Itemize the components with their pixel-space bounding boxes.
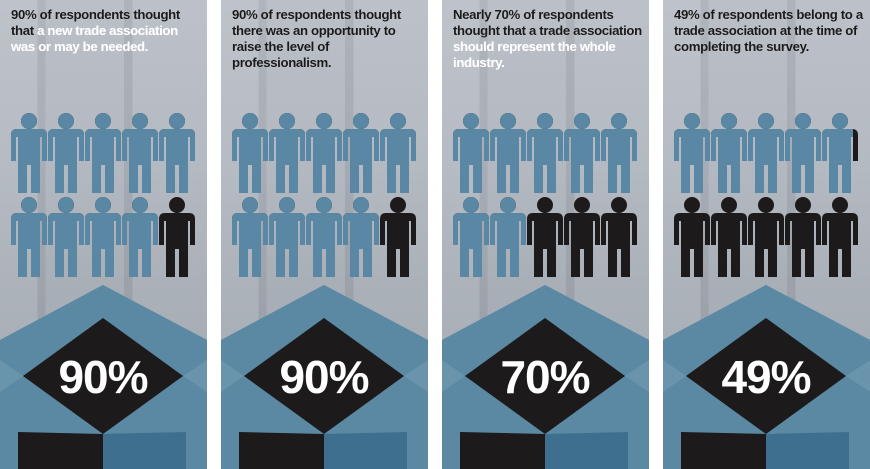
person-icon <box>748 113 784 193</box>
person-icon <box>674 113 710 193</box>
center-diamond <box>23 318 183 434</box>
person-icon <box>564 113 600 193</box>
center-diamond <box>244 318 404 434</box>
person-icon <box>232 197 268 277</box>
percentage-label: 90% <box>279 351 368 403</box>
person-icon <box>306 113 342 193</box>
caption: Nearly 70% of respondents thought that a… <box>453 7 643 71</box>
bottom-right-block <box>103 432 186 469</box>
person-icon <box>11 113 47 193</box>
person-icon <box>85 113 121 193</box>
caption-highlight: should represent the whole industry. <box>453 39 616 70</box>
person-icon <box>490 197 526 277</box>
person-icon <box>122 197 158 277</box>
person-icon <box>601 197 637 277</box>
bottom-left-block <box>681 432 766 469</box>
person-icon <box>232 113 268 193</box>
caption: 49% of respondents belong to a trade ass… <box>674 7 864 55</box>
bottom-left-block <box>239 432 324 469</box>
bottom-right-block <box>545 432 628 469</box>
person-icon <box>85 197 121 277</box>
person-icon <box>269 113 305 193</box>
caption-highlight: a new trade association was or may be ne… <box>11 23 178 54</box>
pictogram-chart-4: 49% <box>663 113 870 469</box>
diamond-pattern <box>221 285 428 469</box>
person-icon <box>527 197 563 277</box>
person-icon <box>380 197 416 277</box>
person-icon <box>527 113 563 193</box>
panel-3: Nearly 70% of respondents thought that a… <box>442 0 649 469</box>
person-icon <box>343 197 379 277</box>
pictogram-chart-3: 70% <box>442 113 649 469</box>
person-icon <box>822 113 858 193</box>
caption: 90% of respondents thought there was an … <box>232 7 422 71</box>
person-icon <box>601 113 637 193</box>
bottom-left-block <box>460 432 545 469</box>
bottom-right-block <box>324 432 407 469</box>
percentage-label: 49% <box>721 351 810 403</box>
person-icon <box>711 113 747 193</box>
person-icon <box>159 197 195 277</box>
person-icon <box>674 197 710 277</box>
person-icon <box>380 113 416 193</box>
person-icon <box>122 113 158 193</box>
panel-1: 90% of respondents thought that a new tr… <box>0 0 207 469</box>
caption-text: 90% of respondents thought that <box>11 7 180 38</box>
panel-2: 90% of respondents thought there was an … <box>221 0 428 469</box>
person-icon <box>490 113 526 193</box>
percentage-label: 90% <box>58 351 147 403</box>
person-icon <box>822 197 858 277</box>
person-icon <box>453 113 489 193</box>
panel-4: 49% of respondents belong to a trade ass… <box>663 0 870 469</box>
caption: 90% of respondents thought that a new tr… <box>11 7 201 55</box>
diamond-pattern <box>0 285 207 469</box>
person-icon <box>306 197 342 277</box>
percentage-label: 70% <box>500 351 589 403</box>
pictogram-chart-1: 90% <box>0 113 207 469</box>
person-icon <box>564 197 600 277</box>
bottom-left-block <box>18 432 103 469</box>
person-icon <box>785 113 821 193</box>
person-icon <box>748 197 784 277</box>
caption-text: 90% of respondents thought there was an … <box>232 7 401 70</box>
person-icon <box>711 197 747 277</box>
person-icon <box>343 113 379 193</box>
person-icon <box>785 197 821 277</box>
person-icon <box>11 197 47 277</box>
bottom-right-block <box>766 432 849 469</box>
person-icon <box>453 197 489 277</box>
diamond-pattern <box>663 285 870 469</box>
caption-text: 49% of respondents belong to a trade ass… <box>674 7 863 54</box>
person-icon <box>48 113 84 193</box>
person-icon <box>48 197 84 277</box>
person-icon <box>269 197 305 277</box>
center-diamond <box>686 318 846 434</box>
person-icon <box>159 113 195 193</box>
center-diamond <box>465 318 625 434</box>
pictogram-chart-2: 90% <box>221 113 428 469</box>
caption-text: Nearly 70% of respondents thought that a… <box>453 7 642 38</box>
diamond-pattern <box>442 285 649 469</box>
